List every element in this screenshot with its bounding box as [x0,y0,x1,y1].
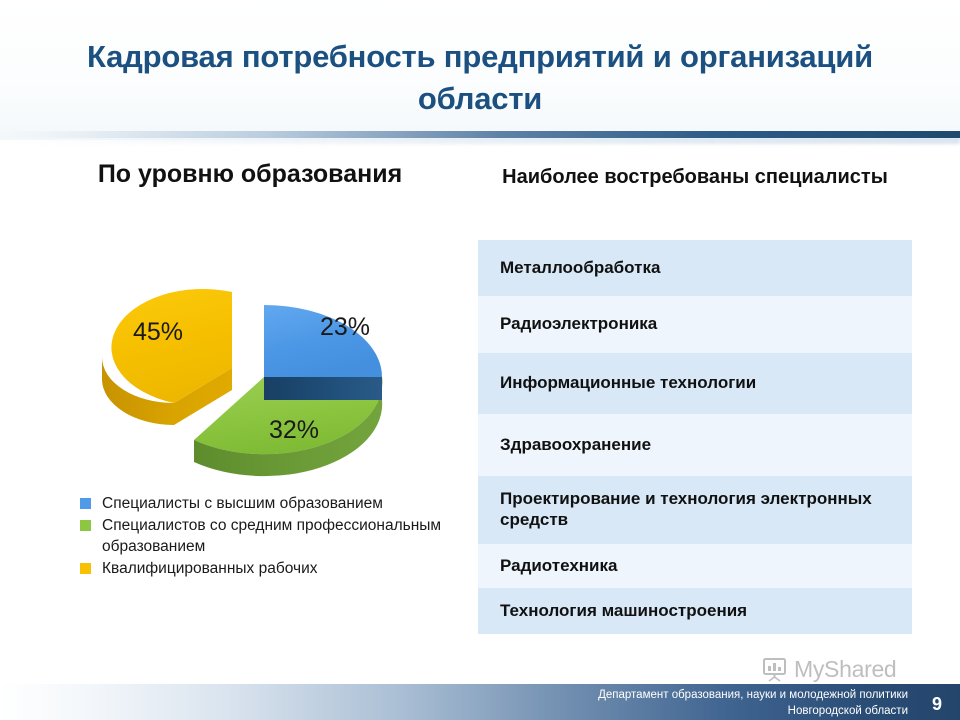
list-item-label-5: Радиотехника [500,555,618,575]
footer-line-1: Департамент образования, науки и молодеж… [598,689,908,701]
footer-organization: Департамент образования, науки и молодеж… [388,688,908,719]
myshared-watermark: MyShared [762,656,897,683]
header-divider [0,131,960,138]
pie-label-green: 32% [269,416,319,444]
list-item[interactable]: Информационные технологии [478,353,912,414]
pie-slice-yellow-side [102,357,232,425]
pie-label-blue: 23% [320,313,370,341]
list-item[interactable]: Здравоохранение [478,414,912,476]
list-item-label-0: Металлообработка [500,257,661,277]
pie-label-yellow: 45% [133,318,183,346]
legend-item-secondary-vocational: Специалистов со средним профессиональным… [74,516,474,557]
list-item[interactable]: Металлообработка [478,240,912,296]
list-item[interactable]: Проектирование и технология электронных … [478,476,912,544]
list-item[interactable]: Технология машиностроения [478,588,912,634]
pie-slice-blue-top [264,305,382,377]
list-item[interactable]: Радиотехника [478,544,912,588]
education-level-pie-chart: 45% 23% 32% [62,262,462,492]
legend-swatch-green-icon [80,520,91,532]
list-item-label-4: Проектирование и технология электронных … [500,489,872,529]
legend-item-skilled-workers: Квалифицированных рабочих [74,559,474,579]
left-section-heading: По уровню образования [97,160,403,188]
legend-label-2: Квалифицированных рабочих [102,560,318,578]
legend-swatch-blue-icon [80,498,91,509]
right-section-heading: Наиболее востребованы специалисты [502,166,888,188]
slide-footer-bar [0,684,960,720]
list-item-label-2: Информационные технологии [500,373,757,393]
list-item-label-6: Технология машиностроения [500,600,748,620]
legend-item-higher-education: Специалисты с высшим образованием [74,494,474,514]
list-item[interactable]: Радиоэлектроника [478,296,912,353]
list-item-label-1: Радиоэлектроника [500,314,658,334]
list-item-label-3: Здравоохранение [500,434,652,454]
legend-label-0: Специалисты с высшим образованием [102,495,383,512]
pie-slice-yellow-top [111,288,232,403]
pie-chart-legend: Специалисты с высшим образованием Специа… [74,494,474,582]
pie-slice-green-side-left [194,377,383,477]
legend-swatch-yellow-icon [80,563,91,575]
page-title: Кадровая потребность предприятий и орган… [87,39,873,116]
in-demand-specialists-list: Металлообработка Радиоэлектроника Информ… [478,240,912,634]
slide-header: Кадровая потребность предприятий и орган… [0,0,960,144]
watermark-label: MyShared [794,656,897,682]
presentation-chart-icon [763,657,786,682]
slide-number: 9 [931,694,942,714]
footer-line-2: Новгородской области [787,704,908,717]
pie-chart-svg: 45% 23% 32% [102,288,383,477]
header-divider-glow [0,138,960,144]
legend-label-1: Специалистов со средним профессиональным… [102,517,442,555]
pie-slice-blue-side [264,377,382,400]
